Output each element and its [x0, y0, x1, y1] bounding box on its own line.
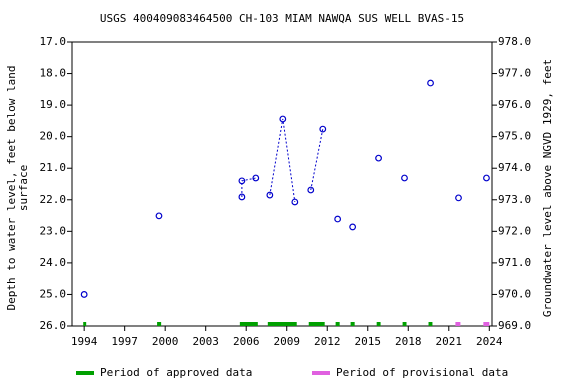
data-point — [252, 174, 260, 182]
period-bar — [239, 322, 258, 326]
series-line — [310, 128, 324, 191]
series-line — [269, 118, 296, 203]
period-bar — [83, 322, 87, 326]
period-bar — [335, 322, 340, 326]
x-tick-label: 2009 — [273, 335, 300, 348]
y-tick-label: 23.0 — [40, 224, 67, 237]
y2-tick-label: 976.0 — [498, 98, 531, 111]
x-tick-label: 2018 — [395, 335, 422, 348]
data-point — [401, 174, 408, 182]
period-bar — [267, 322, 297, 326]
legend-swatch — [312, 371, 330, 375]
chart-title: USGS 400409083464500 CH-103 MIAM NAWQA S… — [100, 12, 464, 25]
y2-tick-label: 972.0 — [498, 224, 531, 237]
y-tick-label: 21.0 — [40, 161, 67, 174]
period-bar — [483, 322, 490, 326]
x-tick-label: 1997 — [111, 335, 138, 348]
data-point — [334, 215, 342, 223]
period-bar — [428, 322, 433, 326]
data-point — [279, 115, 287, 123]
y2-tick-label: 971.0 — [498, 256, 531, 269]
data-point — [238, 177, 246, 185]
y-tick-label: 20.0 — [40, 130, 67, 143]
data-point — [80, 291, 88, 298]
data-point — [155, 212, 163, 220]
period-bar — [157, 322, 162, 326]
period-bar — [350, 322, 355, 326]
period-bar — [455, 322, 461, 326]
period-bar — [308, 322, 325, 326]
x-tick-label: 1994 — [71, 335, 98, 348]
data-point — [375, 154, 382, 162]
y-axis-label: surface — [17, 165, 30, 211]
y2-tick-label: 969.0 — [498, 319, 531, 332]
data-point — [319, 125, 327, 133]
x-tick-label: 2000 — [152, 335, 179, 348]
y-tick-label: 22.0 — [40, 193, 67, 206]
y-tick-label: 18.0 — [40, 67, 67, 80]
x-tick-label: 2012 — [314, 335, 341, 348]
data-point — [349, 223, 357, 231]
y-tick-label: 25.0 — [40, 287, 67, 300]
y-tick-label: 19.0 — [40, 98, 67, 111]
legend-label: Period of provisional data — [336, 366, 508, 379]
data-point — [238, 193, 246, 201]
series-line — [241, 177, 256, 197]
data-point — [291, 198, 299, 206]
data-point — [307, 186, 315, 194]
y-axis-label: Depth to water level, feet below land — [5, 65, 18, 310]
x-tick-label: 2021 — [436, 335, 463, 348]
y2-tick-label: 974.0 — [498, 161, 531, 174]
x-tick-label: 2024 — [476, 335, 503, 348]
y-tick-label: 17.0 — [40, 35, 67, 48]
y2-tick-label: 970.0 — [498, 287, 531, 300]
y-tick-label: 24.0 — [40, 256, 67, 269]
data-point — [455, 194, 462, 202]
data-point — [483, 174, 490, 182]
legend-label: Period of approved data — [100, 366, 252, 379]
data-point — [266, 191, 274, 199]
period-bar — [376, 322, 381, 326]
data-point — [427, 79, 434, 87]
y2-tick-label: 977.0 — [498, 67, 531, 80]
y2-axis-label: Groundwater level above NGVD 1929, feet — [541, 59, 554, 317]
y2-tick-label: 975.0 — [498, 130, 531, 143]
period-bar — [402, 322, 407, 326]
y2-tick-label: 973.0 — [498, 193, 531, 206]
x-tick-label: 2015 — [355, 335, 382, 348]
y-tick-label: 26.0 — [40, 319, 67, 332]
y2-tick-label: 978.0 — [498, 35, 531, 48]
legend-swatch — [76, 371, 94, 375]
x-tick-label: 2003 — [192, 335, 219, 348]
x-tick-label: 2006 — [233, 335, 260, 348]
